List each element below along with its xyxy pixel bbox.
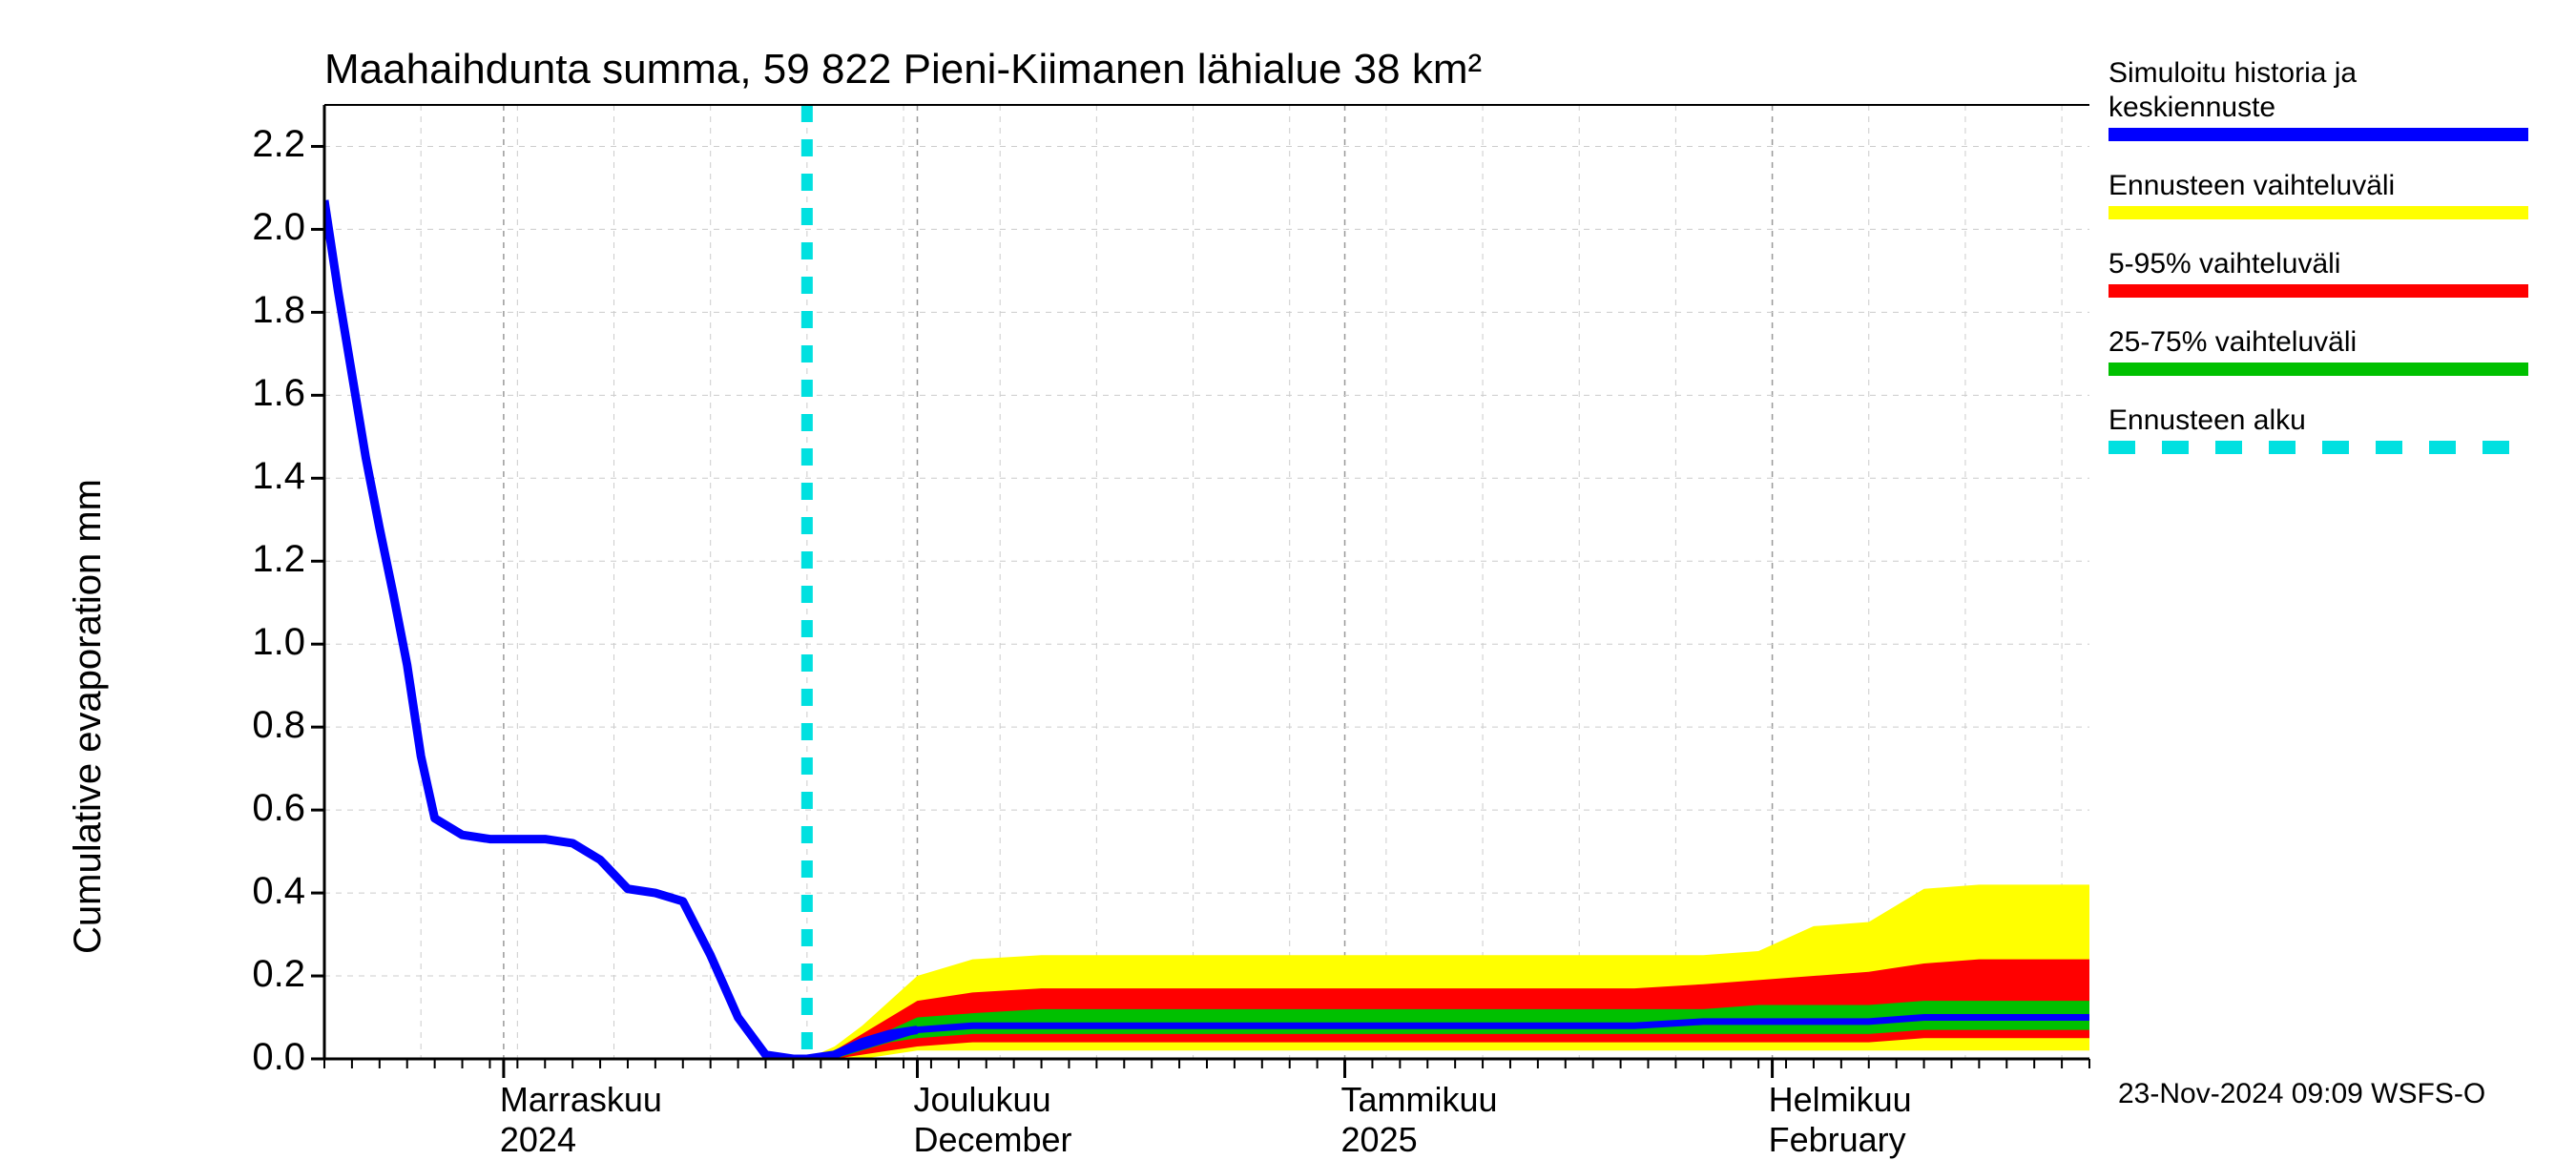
y-axis-label: Cumulative evaporation mm bbox=[67, 479, 110, 954]
x-tick-label: JoulukuuDecember bbox=[913, 1080, 1071, 1160]
plot-area bbox=[324, 105, 2089, 1059]
y-tick-label: 2.0 bbox=[229, 206, 305, 249]
x-tick-label: HelmikuuFebruary bbox=[1769, 1080, 1912, 1160]
y-tick-label: 0.6 bbox=[229, 787, 305, 830]
legend-swatch bbox=[2109, 441, 2528, 454]
y-tick-label: 2.2 bbox=[229, 123, 305, 166]
legend-label: keskiennuste bbox=[2109, 92, 2275, 124]
x-tick-label: Marraskuu2024 bbox=[500, 1080, 662, 1160]
y-tick-label: 1.4 bbox=[229, 455, 305, 498]
y-tick-label: 0.4 bbox=[229, 870, 305, 913]
y-tick-label: 1.6 bbox=[229, 372, 305, 415]
legend-label: Ennusteen alku bbox=[2109, 404, 2306, 437]
legend-swatch bbox=[2109, 128, 2528, 141]
y-tick-label: 0.8 bbox=[229, 704, 305, 747]
legend-swatch bbox=[2109, 206, 2528, 219]
y-tick-label: 0.0 bbox=[229, 1036, 305, 1079]
y-tick-label: 1.0 bbox=[229, 621, 305, 664]
legend-label: Ennusteen vaihteluväli bbox=[2109, 170, 2395, 202]
y-tick-label: 1.2 bbox=[229, 538, 305, 581]
y-tick-label: 0.2 bbox=[229, 953, 305, 996]
legend-swatch bbox=[2109, 284, 2528, 298]
chart-title: Maahaihdunta summa, 59 822 Pieni-Kiimane… bbox=[324, 46, 1482, 93]
legend-label: 25-75% vaihteluväli bbox=[2109, 326, 2357, 359]
x-tick-label: Tammikuu2025 bbox=[1341, 1080, 1498, 1160]
y-tick-label: 1.8 bbox=[229, 289, 305, 332]
generation-timestamp: 23-Nov-2024 09:09 WSFS-O bbox=[2118, 1078, 2485, 1110]
legend-label: 5-95% vaihteluväli bbox=[2109, 248, 2340, 280]
evaporation-forecast-chart: Maahaihdunta summa, 59 822 Pieni-Kiimane… bbox=[0, 0, 2576, 1145]
legend-swatch bbox=[2109, 362, 2528, 376]
legend-label: Simuloitu historia ja bbox=[2109, 57, 2357, 90]
